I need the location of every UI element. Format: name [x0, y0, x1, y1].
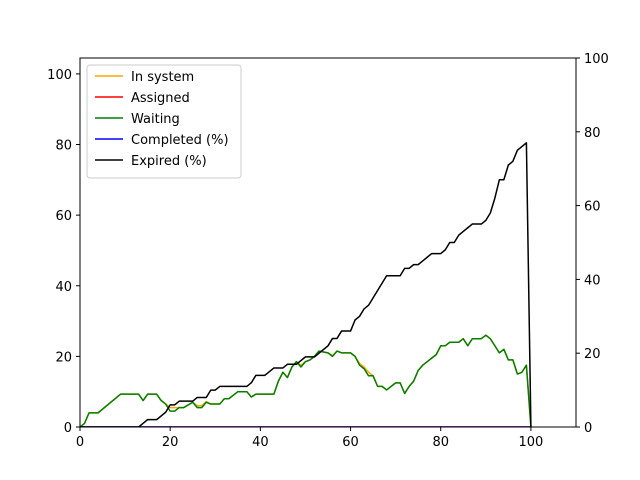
y-left-tick-label: 60: [55, 209, 72, 224]
legend: In system Assigned Waiting Completed (%) Exp…: [86, 64, 242, 179]
series-line-waiting: [80, 334, 532, 427]
y-right-tick-label: 80: [584, 126, 601, 141]
y-left-tick-label: 100: [47, 68, 72, 83]
y-right-tick-label: 40: [584, 273, 601, 288]
x-tick-label: 80: [432, 435, 449, 450]
y-right-tick-label: 0: [584, 421, 592, 436]
y-left-tick-label: 40: [55, 280, 72, 295]
axes-layer: 0 20 40 60 80 100 0 20 40 60 80 100 0 20 40 60 80 100: [47, 52, 609, 450]
y-right-tick-label: 100: [584, 52, 609, 67]
y-left-tick-label: 20: [55, 350, 72, 365]
x-tick-label: 100: [518, 435, 543, 450]
x-tick-label: 60: [342, 435, 359, 450]
legend-label: Waiting: [131, 112, 180, 127]
legend-label: Expired (%): [131, 154, 207, 169]
y-left-tick-label: 0: [64, 421, 72, 436]
x-tick-label: 0: [76, 435, 84, 450]
legend-label: In system: [131, 70, 194, 85]
legend-label: Completed (%): [131, 133, 229, 148]
series-line-in-system: [80, 334, 532, 427]
series-layer: [80, 142, 532, 427]
plot-frame: [79, 57, 577, 428]
legend-box: [86, 64, 242, 179]
x-tick-label: 40: [252, 435, 269, 450]
x-tick-label: 20: [162, 435, 179, 450]
legend-label: Assigned: [131, 91, 190, 106]
y-left-tick-label: 80: [55, 139, 72, 154]
y-right-tick-label: 20: [584, 347, 601, 362]
y-right-tick-label: 60: [584, 200, 601, 215]
series-line-expired: [80, 142, 532, 427]
